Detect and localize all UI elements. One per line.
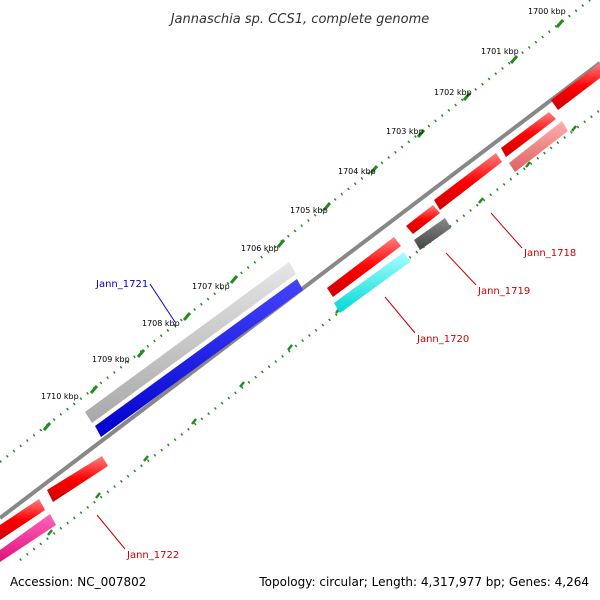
tick-label: 1710 kbp [41, 392, 79, 401]
tick-mark [287, 344, 293, 351]
gene-feature-red[interactable] [406, 205, 440, 234]
gene-feature-red[interactable] [501, 112, 556, 157]
inner-strand-genes [0, 121, 568, 562]
tick-mark [143, 455, 149, 462]
tick-mark [555, 19, 565, 28]
tick-label: 1702 kbp [434, 88, 472, 97]
tick-mark [462, 92, 472, 101]
tick-mark [239, 381, 245, 388]
tick-label: 1705 kbp [290, 206, 328, 215]
tick-mark [416, 129, 426, 138]
gene-feature-red[interactable] [47, 456, 108, 502]
gene-feature-pink[interactable] [509, 121, 568, 172]
gene-feature-red[interactable] [327, 237, 401, 297]
tick-mark [42, 422, 52, 431]
outer-tick-track [0, 0, 592, 463]
map-title: Jannaschia sp. CCS1, complete genome [168, 12, 430, 27]
outer-major-ticks [42, 19, 565, 431]
tick-label: 1709 kbp [92, 355, 130, 364]
tick-mark [89, 385, 99, 394]
gene-feature-jann-1720[interactable] [334, 252, 410, 313]
gene-feature-red[interactable] [551, 63, 600, 110]
tick-mark [322, 202, 332, 211]
tick-label: 1703 kbp [386, 127, 424, 136]
gene-labels: Jann_1718 Jann_1719 Jann_1720 Jann_1721 … [95, 248, 576, 561]
tick-label: 1704 kbp [338, 167, 376, 176]
gene-callouts [96, 212, 523, 550]
tick-label: 1701 kbp [481, 47, 519, 56]
tick-mark [191, 418, 197, 425]
tick-label: 1708 kbp [142, 319, 180, 328]
tick-mark [525, 161, 531, 168]
gene-label-jann-1721[interactable]: Jann_1721 [95, 279, 148, 290]
gene-feature-blue[interactable] [95, 279, 303, 437]
gene-feature-jann-1722[interactable] [0, 514, 56, 562]
gene-label-jann-1722[interactable]: Jann_1722 [126, 550, 179, 561]
outer-strand-genes [0, 63, 600, 540]
gene-feature-red[interactable] [0, 499, 45, 540]
tick-mark [229, 275, 239, 284]
tick-mark [509, 55, 519, 64]
genome-summary-text: Topology: circular; Length: 4,317,977 bp… [258, 575, 589, 589]
callout-jann-1721 [149, 283, 176, 323]
tick-mark [182, 312, 192, 321]
inner-tick-track [19, 109, 600, 561]
gene-feature-jann-1719[interactable] [414, 218, 451, 250]
tick-mark [47, 529, 53, 536]
tick-label: 1706 kbp [241, 244, 279, 253]
tick-mark [276, 239, 286, 248]
tick-labels: 1700 kbp 1701 kbp 1702 kbp 1703 kbp 1704… [41, 7, 566, 401]
tick-label: 1707 kbp [192, 282, 230, 291]
gene-label-jann-1718[interactable]: Jann_1718 [523, 248, 576, 259]
tick-mark [369, 165, 379, 174]
callout-jann-1719 [445, 252, 477, 286]
callout-jann-1718 [490, 212, 523, 249]
callout-jann-1720 [384, 296, 416, 334]
callout-jann-1722 [96, 514, 126, 550]
gene-feature-jann-1721[interactable] [85, 262, 296, 423]
gene-label-jann-1720[interactable]: Jann_1720 [416, 334, 469, 345]
tick-label: 1700 kbp [528, 7, 566, 16]
gene-label-jann-1719[interactable]: Jann_1719 [477, 286, 530, 297]
gene-feature-red[interactable] [434, 153, 502, 210]
tick-mark [136, 349, 146, 358]
tick-mark [478, 197, 484, 204]
inner-ticks [47, 125, 577, 536]
tick-mark [95, 492, 101, 499]
accession-text: Accession: NC_007802 [10, 575, 146, 589]
tick-mark [571, 125, 577, 132]
